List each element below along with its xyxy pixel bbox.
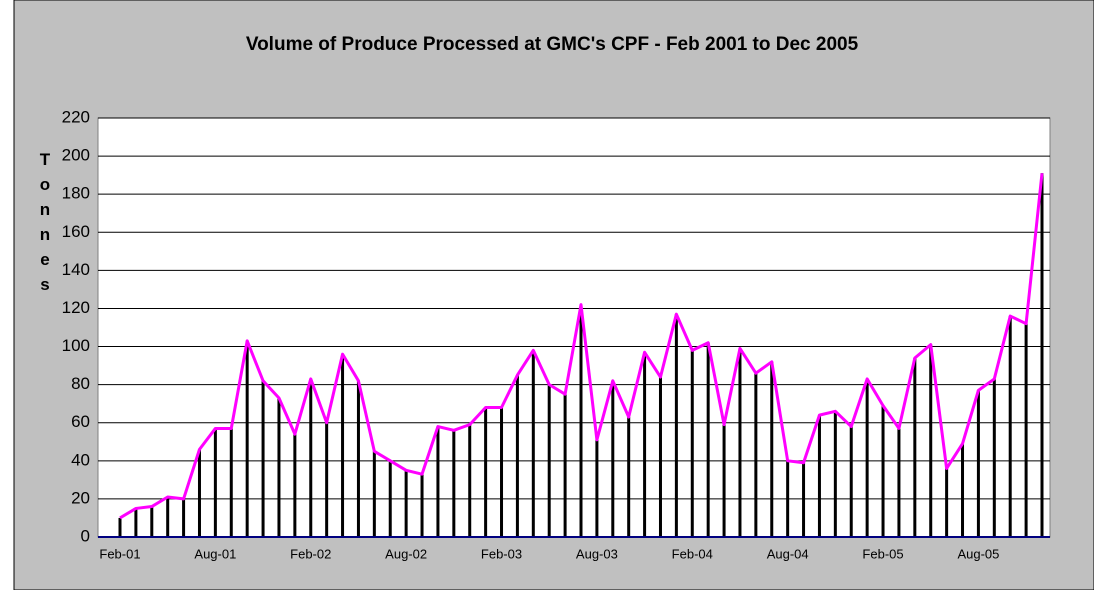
- bar: [658, 377, 662, 537]
- bar: [913, 357, 917, 537]
- bar: [261, 380, 265, 537]
- bar: [182, 498, 186, 537]
- bar: [1040, 173, 1044, 537]
- bar: [420, 474, 424, 537]
- bar: [341, 354, 345, 537]
- bar: [293, 434, 297, 537]
- x-tick-label: Feb-02: [290, 546, 331, 561]
- bar: [1008, 316, 1012, 537]
- bar: [229, 428, 233, 537]
- bar: [643, 352, 647, 537]
- y-tick-label: 200: [62, 146, 90, 165]
- y-tick-label: 80: [71, 374, 90, 393]
- bar: [945, 468, 949, 537]
- bar: [547, 384, 551, 537]
- chart-title: Volume of Produce Processed at GMC's CPF…: [246, 34, 859, 55]
- bar: [722, 424, 726, 537]
- bar: [356, 380, 360, 537]
- y-tick-label: 20: [71, 488, 90, 507]
- bar: [690, 350, 694, 537]
- y-tick-label: 180: [62, 184, 90, 203]
- x-tick-label: Aug-02: [385, 546, 427, 561]
- y-axis-label: Tonnes: [36, 150, 55, 300]
- x-tick-label: Aug-03: [576, 546, 618, 561]
- bar: [849, 426, 853, 537]
- bar: [166, 497, 170, 537]
- bar: [579, 304, 583, 537]
- bar: [277, 397, 281, 537]
- bar: [674, 314, 678, 537]
- bar: [865, 378, 869, 537]
- bar: [436, 426, 440, 537]
- bar: [484, 407, 488, 537]
- bar: [309, 378, 313, 537]
- bar: [754, 373, 758, 537]
- bar: [388, 460, 392, 537]
- x-tick-label: Feb-03: [481, 546, 522, 561]
- bar: [738, 348, 742, 537]
- x-tick-label: Aug-01: [194, 546, 236, 561]
- bar: [802, 462, 806, 537]
- bar: [706, 342, 710, 537]
- bar: [372, 451, 376, 537]
- bar: [134, 508, 138, 537]
- bar: [118, 517, 122, 537]
- bar: [595, 439, 599, 537]
- bar: [325, 422, 329, 537]
- bar: [897, 428, 901, 537]
- bar: [881, 405, 885, 537]
- bar: [817, 415, 821, 537]
- bar: [1024, 323, 1028, 537]
- y-tick-label: 40: [71, 450, 90, 469]
- bar: [197, 449, 201, 537]
- x-tick-label: Feb-01: [99, 546, 140, 561]
- bar: [531, 350, 535, 537]
- bar: [213, 428, 217, 537]
- bar: [833, 411, 837, 537]
- bar: [452, 430, 456, 537]
- line: [119, 173, 1044, 520]
- bar: [245, 340, 249, 537]
- y-tick-label: 120: [62, 298, 90, 317]
- bar: [929, 344, 933, 537]
- bar: [500, 407, 504, 537]
- x-tick-label: Aug-04: [767, 546, 809, 561]
- bar: [992, 378, 996, 537]
- plot-area: [97, 117, 1051, 538]
- y-tick-label: 60: [71, 412, 90, 431]
- bar: [150, 506, 154, 537]
- bar: [468, 424, 472, 537]
- bar: [627, 417, 631, 537]
- bar: [611, 380, 615, 537]
- x-tick-label: Aug-05: [957, 546, 999, 561]
- bar: [961, 443, 965, 537]
- bar: [770, 361, 774, 537]
- bar: [976, 390, 980, 537]
- x-tick-label: Feb-04: [672, 546, 713, 561]
- x-tick-label: Feb-05: [862, 546, 903, 561]
- bar: [404, 470, 408, 537]
- y-tick-label: 140: [62, 260, 90, 279]
- bar: [786, 460, 790, 537]
- y-tick-label: 160: [62, 222, 90, 241]
- bar: [515, 375, 519, 537]
- y-tick-label: 220: [62, 107, 90, 126]
- y-tick-label: 0: [81, 526, 90, 545]
- bar: [563, 394, 567, 537]
- y-tick-label: 100: [62, 336, 90, 355]
